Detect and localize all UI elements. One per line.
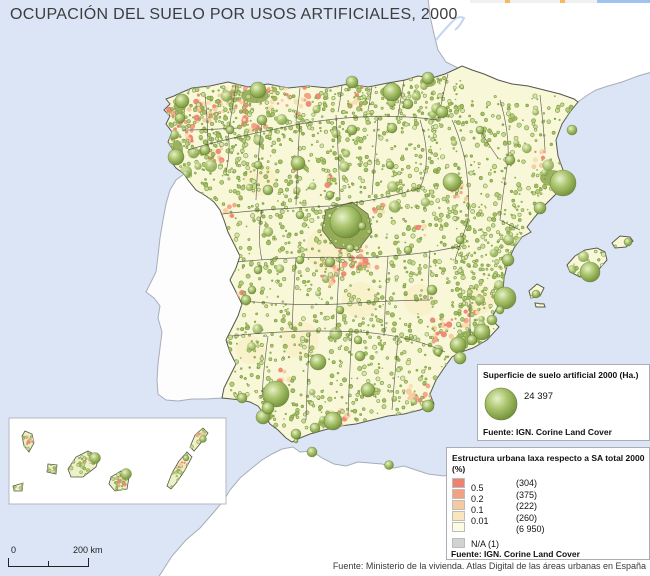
class-count: (375) [516,489,538,500]
scalebar-end-label: 200 km [73,545,103,555]
class-threshold: 0.5 [471,483,484,493]
legend-choropleth-source: Fuente: IGN. Corine Land Cover [451,549,580,559]
legend-size-source: Fuente: IGN. Corine Land Cover [483,427,612,437]
scalebar-zero-label: 0 [11,545,17,555]
canary-bubbles-layer [89,435,207,480]
class-swatch [452,522,465,532]
scalebar [8,558,89,567]
legend-choropleth: Estructura urbana laxa respecto a SA tot… [446,447,650,560]
footer-source: Fuente: Ministerio de la vivienda. Atlas… [332,561,646,571]
legend-bubble-size: Superficie de suelo artificial 2000 (Ha.… [477,364,650,441]
class-count: (260) [516,512,538,523]
canary-inset-box [8,417,227,505]
province-borders [182,73,546,421]
class-swatch [452,500,465,510]
na-swatch [452,538,465,548]
class-threshold: 0.1 [471,505,484,515]
garonne-river [435,16,466,41]
scalebar-mid-tick [48,561,49,566]
legend-size-title: Superficie de suelo artificial 2000 (Ha.… [483,370,639,380]
legend-choropleth-title: Estructura urbana laxa respecto a SA tot… [452,453,645,463]
class-swatch [452,511,465,521]
texture-dots-layer [166,74,633,434]
legend-choropleth-unit: (%) [452,464,466,474]
map-title: OCUPACIÓN DEL SUELO POR USOS ARTIFICIALE… [10,6,458,23]
top-edge-artifacts [470,0,650,3]
class-count: (304) [516,478,538,488]
class-swatch [452,478,465,488]
city-bubbles-layer [167,71,633,470]
class-threshold: 0.01 [471,516,489,526]
class-swatch [452,489,465,499]
legend-bubble-sample [484,387,518,421]
legend-bubble-value: 24 397 [524,391,554,402]
na-label: N/A (1) [471,539,500,549]
class-threshold: 0.2 [471,494,484,504]
class-count: (6 950) [516,524,545,534]
class-count: (222) [516,501,538,511]
